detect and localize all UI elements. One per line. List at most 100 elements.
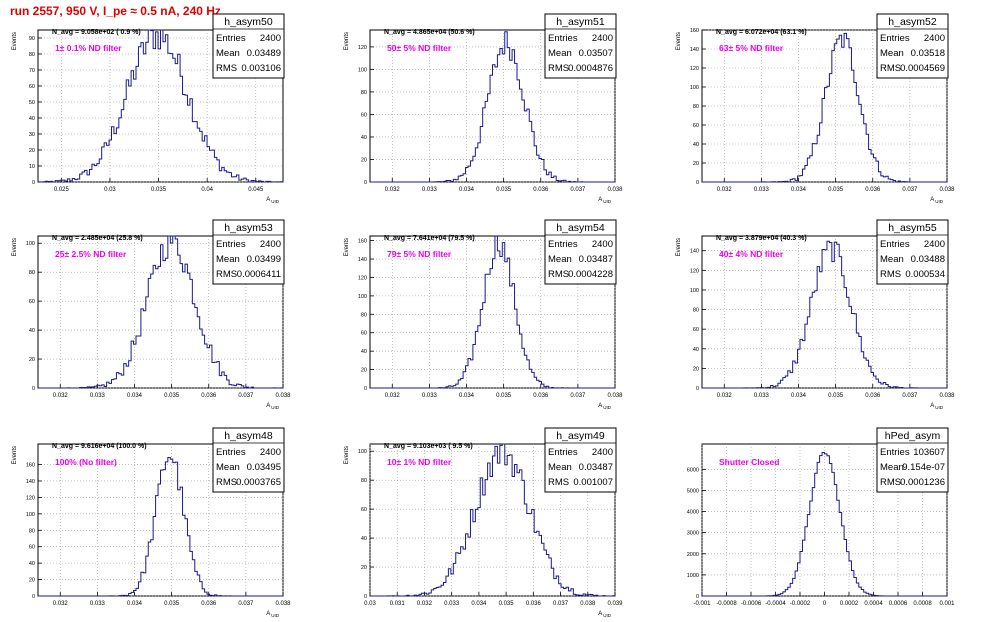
stat-value: 0.001007 bbox=[573, 477, 613, 488]
histogram-name: h_asym50 bbox=[224, 16, 273, 28]
x-axis-label: AUID bbox=[266, 611, 280, 618]
y-tick-label: 80 bbox=[29, 52, 35, 58]
y-tick-label: 4000 bbox=[687, 510, 699, 516]
x-tick-label: 0.033 bbox=[754, 393, 770, 399]
x-axis-label: AUID bbox=[598, 403, 612, 410]
stat-box bbox=[876, 13, 949, 79]
x-tick-label: 0.032 bbox=[717, 187, 733, 193]
y-tick-label: 2000 bbox=[687, 552, 699, 558]
x-tick-label: 0.036 bbox=[526, 601, 542, 607]
y-tick-label: 80 bbox=[29, 528, 35, 534]
y-tick-label: 140 bbox=[358, 257, 367, 263]
x-tick-label: 0.031 bbox=[390, 601, 406, 607]
navg-label: N_avg = 6.072e+04 (63.1 %) bbox=[716, 29, 807, 36]
y-axis-label: Events bbox=[12, 238, 18, 256]
x-tick-label: -0.0006 bbox=[741, 601, 762, 607]
y-tick-label: 80 bbox=[361, 90, 367, 96]
x-tick-label: 0.037 bbox=[902, 393, 918, 399]
stat-label: Mean bbox=[548, 254, 572, 265]
x-tick-label: 0.037 bbox=[238, 393, 254, 399]
filter-annotation: 100% (No filter) bbox=[55, 457, 117, 467]
x-tick-label: 0.038 bbox=[275, 393, 291, 399]
y-tick-label: 20 bbox=[29, 578, 35, 584]
x-tick-label: 0.036 bbox=[865, 393, 881, 399]
stat-label: Mean bbox=[216, 48, 240, 59]
x-tick-label: 0.032 bbox=[385, 187, 401, 193]
navg-label: N_avg = 9.616e+04 (100.0 %) bbox=[52, 443, 147, 450]
histogram-name: h_asym48 bbox=[224, 430, 273, 442]
stat-label: RMS bbox=[216, 477, 237, 488]
x-axis-label: AUID bbox=[266, 403, 280, 410]
stat-box bbox=[212, 219, 285, 285]
y-tick-label: 0 bbox=[364, 386, 367, 392]
navg-label: N_avg = 9.103e+03 ( 9.5 %) bbox=[384, 443, 473, 450]
stat-label: RMS bbox=[216, 269, 237, 280]
y-tick-label: 0 bbox=[696, 594, 699, 600]
y-tick-label: 100 bbox=[358, 67, 367, 73]
x-tick-label: 0.034 bbox=[791, 187, 807, 193]
y-tick-label: 60 bbox=[29, 84, 35, 90]
x-tick-label: 0.037 bbox=[902, 187, 918, 193]
filter-annotation: 25± 2.5% ND filter bbox=[55, 249, 127, 259]
x-tick-label: 0.032 bbox=[385, 393, 401, 399]
filter-annotation: 1± 0.1% ND filter bbox=[55, 43, 122, 53]
histogram-line bbox=[37, 29, 284, 183]
stat-value: 2400 bbox=[592, 33, 613, 44]
y-tick-label: 60 bbox=[29, 299, 35, 305]
y-tick-label: 100 bbox=[358, 449, 367, 455]
x-tick-label: 0.036 bbox=[533, 393, 549, 399]
y-tick-label: 20 bbox=[361, 368, 367, 374]
stat-value: 0.0004569 bbox=[900, 63, 945, 74]
stat-label: Entries bbox=[880, 239, 910, 250]
stat-value: 2400 bbox=[924, 33, 945, 44]
run-title: run 2557, 950 V, I_pe ≈ 0.5 nA, 240 Hz bbox=[10, 4, 221, 18]
stat-value: 103607 bbox=[913, 447, 945, 458]
stat-label: Entries bbox=[548, 239, 578, 250]
x-axis-label: AUID bbox=[930, 403, 944, 410]
x-tick-label: 0.0006 bbox=[889, 601, 908, 607]
y-tick-label: 100 bbox=[26, 512, 35, 518]
y-tick-label: 60 bbox=[361, 112, 367, 118]
y-tick-label: 120 bbox=[358, 275, 367, 281]
x-tick-label: 0.036 bbox=[533, 187, 549, 193]
stat-value: 2400 bbox=[260, 239, 281, 250]
stat-value: 0.0004228 bbox=[568, 269, 613, 280]
y-tick-label: 70 bbox=[29, 68, 35, 74]
y-tick-label: 40 bbox=[693, 142, 699, 148]
x-tick-label: 0.035 bbox=[828, 393, 844, 399]
x-tick-label: 0.033 bbox=[422, 393, 438, 399]
stat-box bbox=[544, 427, 617, 493]
y-tick-label: 40 bbox=[693, 347, 699, 353]
x-tick-label: -0.0004 bbox=[765, 601, 786, 607]
y-tick-label: 5000 bbox=[687, 488, 699, 494]
x-axis-label: AUID bbox=[930, 197, 944, 204]
x-axis-label: AUID bbox=[598, 197, 612, 204]
x-axis-label: AUID bbox=[266, 197, 280, 204]
x-tick-label: 0.001 bbox=[939, 601, 955, 607]
y-tick-label: 120 bbox=[26, 495, 35, 501]
stat-label: RMS bbox=[548, 269, 569, 280]
y-tick-label: 120 bbox=[690, 268, 699, 274]
x-tick-label: 0.039 bbox=[607, 601, 623, 607]
y-tick-label: 160 bbox=[26, 463, 35, 469]
stat-value: 0.03489 bbox=[247, 48, 281, 59]
x-tick-label: 0.034 bbox=[471, 601, 487, 607]
x-tick-label: 0.033 bbox=[444, 601, 460, 607]
y-axis-label: Events bbox=[676, 238, 682, 256]
y-tick-label: 40 bbox=[29, 328, 35, 334]
stat-value: 2400 bbox=[924, 239, 945, 250]
x-tick-label: 0.033 bbox=[90, 601, 106, 607]
y-tick-label: 100 bbox=[26, 241, 35, 247]
stat-value: 2400 bbox=[260, 33, 281, 44]
y-tick-label: 0 bbox=[32, 180, 35, 186]
y-tick-label: 100 bbox=[690, 288, 699, 294]
x-tick-label: 0.036 bbox=[201, 601, 217, 607]
y-tick-label: 40 bbox=[361, 135, 367, 141]
histogram-line bbox=[37, 235, 284, 389]
y-tick-label: 140 bbox=[26, 479, 35, 485]
x-tick-label: 0.045 bbox=[248, 187, 264, 193]
y-tick-label: 3000 bbox=[687, 531, 699, 537]
y-tick-label: 90 bbox=[29, 36, 35, 42]
histogram-panel-h_asym52: 0.032 0.033 0.034 0.035 0.036 0.037 0.038 0 20 40… bbox=[676, 13, 955, 204]
